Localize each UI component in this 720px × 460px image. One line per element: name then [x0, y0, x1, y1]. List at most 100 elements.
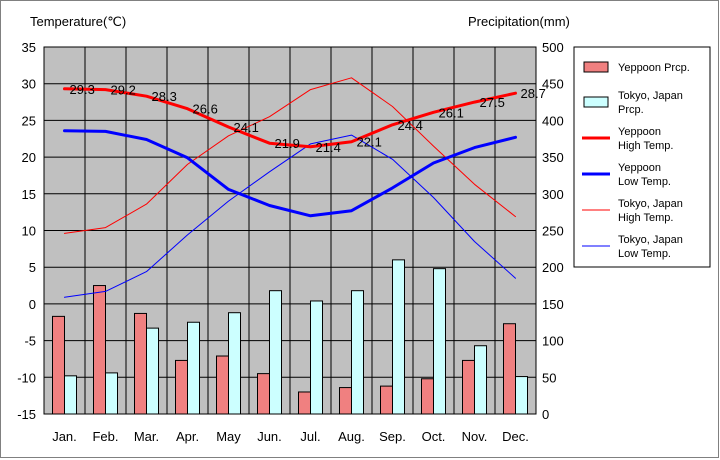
data-label: 24.4: [398, 118, 423, 133]
data-labels: 29.3 29.2 28.3 26.6 24.1 21.9 21.4 22.1 24.4 26.1…: [70, 82, 546, 155]
bar-tokyo-prcp: [146, 327, 159, 415]
x-tick-label: Aug.: [338, 429, 365, 444]
bar-tokyo-prcp: [433, 268, 446, 415]
legend-label: Tokyo, Japan: [618, 90, 683, 102]
legend-label: Yeppoon Prcp.: [618, 62, 690, 74]
y-right-tick-label: 0: [542, 407, 549, 422]
bar-tokyo-prcp: [474, 345, 487, 415]
bar-yeppoon-prcp: [462, 359, 475, 415]
y-right-tick-label: 300: [542, 187, 564, 202]
data-label: 29.2: [111, 83, 136, 98]
line-yeppoon-low-temp: [63, 129, 517, 218]
bar-yeppoon-prcp: [380, 385, 393, 415]
bar-tokyo-prcp: [269, 290, 282, 415]
line-yeppoon-high-temp: [63, 87, 517, 149]
y-left-tick-label: 0: [29, 297, 36, 312]
legend-label: Yeppoon: [618, 162, 661, 174]
bar-tokyo-prcp: [228, 312, 241, 415]
data-label: 28.3: [152, 89, 177, 104]
data-label: 26.6: [193, 102, 218, 117]
legend-label: Tokyo, Japan: [618, 234, 683, 246]
y-right-axis-title: Precipitation(mm): [468, 14, 570, 29]
bar-tokyo-prcp: [351, 290, 364, 415]
tick-labels: 35302520151050-5-10-15500450400350300250…: [17, 40, 564, 444]
data-label: 21.4: [316, 140, 341, 155]
bar-yeppoon-prcp: [216, 355, 229, 415]
bar-yeppoon-prcp: [134, 312, 147, 415]
x-tick-label: Sep.: [379, 429, 406, 444]
legend-box: [573, 46, 711, 268]
y-left-tick-label: 20: [22, 150, 36, 165]
y-right-tick-label: 350: [542, 150, 564, 165]
x-tick-label: Nov.: [462, 429, 488, 444]
bar-yeppoon-prcp: [503, 323, 516, 415]
legend-entry: Tokyo, Japan Prcp.: [583, 90, 683, 116]
y-right-tick-label: 150: [542, 297, 564, 312]
y-right-tick-label: 450: [542, 77, 564, 92]
y-left-tick-label: 30: [22, 77, 36, 92]
y-left-tick-label: 35: [22, 40, 36, 55]
x-tick-label: Jan.: [52, 429, 77, 444]
y-left-tick-label: 5: [29, 260, 36, 275]
bar-yeppoon-prcp: [175, 359, 188, 415]
legend-entry: Yeppoon Low Temp.: [582, 162, 671, 188]
x-tick-label: May: [216, 429, 241, 444]
legend-label: High Temp.: [618, 212, 673, 224]
legend-label: Prcp.: [618, 104, 644, 116]
y-left-tick-label: -10: [17, 370, 36, 385]
line-tokyo-high-temp: [64, 77, 516, 234]
x-tick-label: Jun.: [257, 429, 282, 444]
y-right-tick-label: 200: [542, 260, 564, 275]
data-label: 21.9: [275, 136, 300, 151]
data-label: 29.3: [70, 82, 95, 97]
y-left-tick-label: 15: [22, 187, 36, 202]
data-label: 22.1: [357, 135, 382, 150]
y-left-tick-label: -5: [24, 334, 36, 349]
legend-entry: Tokyo, Japan High Temp.: [582, 198, 683, 224]
grid-lines: [44, 47, 536, 414]
bar-yeppoon-prcp: [339, 387, 352, 415]
y-right-tick-label: 500: [542, 40, 564, 55]
plot-border: [43, 46, 537, 415]
x-tick-label: Apr.: [176, 429, 199, 444]
x-tick-label: Feb.: [92, 429, 118, 444]
line-tokyo-low-temp: [64, 134, 516, 298]
bar-yeppoon-prcp: [257, 373, 270, 415]
legend: Yeppoon Prcp. Tokyo, Japan Prcp. Yeppoon Hig…: [582, 61, 690, 260]
data-label: 28.7: [521, 86, 546, 101]
y-right-tick-label: 400: [542, 113, 564, 128]
precipitation-bars: [52, 259, 528, 415]
y-right-tick-label: 250: [542, 224, 564, 239]
bar-yeppoon-prcp: [421, 378, 434, 415]
legend-swatch: [583, 96, 609, 108]
y-right-tick-label: 100: [542, 334, 564, 349]
y-left-axis-title: Temperature(℃): [30, 14, 126, 29]
data-label: 24.1: [234, 120, 259, 135]
legend-label: Low Temp.: [618, 176, 671, 188]
bar-tokyo-prcp: [187, 321, 200, 415]
y-left-tick-label: 25: [22, 113, 36, 128]
bar-tokyo-prcp: [310, 300, 323, 415]
y-right-tick-label: 50: [542, 370, 556, 385]
bar-yeppoon-prcp: [93, 285, 106, 415]
temperature-lines: [63, 77, 517, 298]
legend-label: Tokyo, Japan: [618, 198, 683, 210]
legend-entry: Tokyo, Japan Low Temp.: [582, 234, 683, 260]
x-tick-label: Mar.: [134, 429, 159, 444]
legend-swatch: [583, 61, 609, 73]
legend-label: Yeppoon: [618, 126, 661, 138]
x-tick-label: Oct.: [422, 429, 446, 444]
data-label: 27.5: [480, 95, 505, 110]
y-left-tick-label: -15: [17, 407, 36, 422]
bar-tokyo-prcp: [105, 372, 118, 415]
y-left-tick-label: 10: [22, 224, 36, 239]
x-tick-label: Jul.: [300, 429, 320, 444]
legend-label: Low Temp.: [618, 248, 671, 260]
legend-entry: Yeppoon Prcp.: [583, 61, 690, 74]
legend-label: High Temp.: [618, 140, 673, 152]
bar-yeppoon-prcp: [52, 315, 65, 415]
data-label: 26.1: [439, 105, 464, 120]
bar-tokyo-prcp: [515, 376, 528, 415]
